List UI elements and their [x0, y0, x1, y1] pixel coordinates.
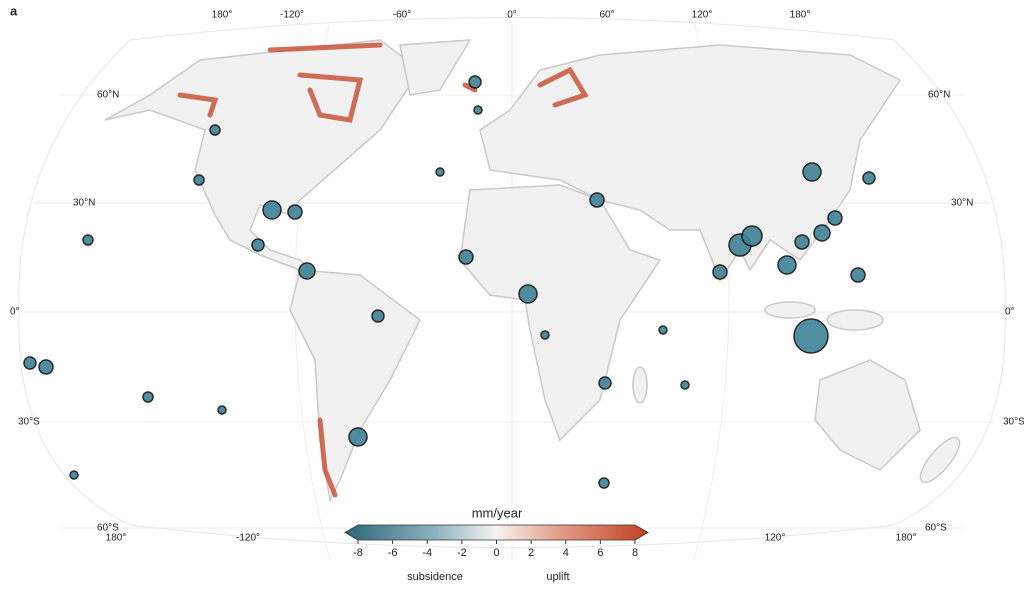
uplift-coasts — [177, 42, 589, 498]
site-marker — [813, 224, 831, 242]
colorbar-title: mm/year — [472, 505, 523, 520]
graticule-label: 60°S — [97, 523, 119, 534]
graticule-label: 30°N — [951, 198, 973, 209]
graticule-label: 180° — [790, 10, 811, 21]
site-marker — [589, 192, 605, 208]
site-marker — [598, 376, 612, 390]
site-marker — [82, 234, 94, 246]
site-marker — [658, 325, 668, 335]
site-marker — [298, 262, 316, 280]
colorbar-tick-label: -8 — [353, 547, 363, 559]
colorbar-tick-label: -4 — [422, 547, 432, 559]
site-marker — [287, 204, 303, 220]
site-marker — [862, 171, 876, 185]
site-marker — [193, 174, 205, 186]
new-zealand — [919, 436, 961, 484]
graticule-label: 60°N — [928, 90, 950, 101]
graticule-label: -60° — [393, 10, 411, 21]
graticule-label: -120° — [280, 10, 304, 21]
site-marker — [262, 200, 282, 220]
colorbar: mm/year subsidence uplift -8 -6 -4 -2 0 2 4 6 8 — [344, 505, 649, 583]
colorbar-low-label: subsidence — [407, 571, 463, 583]
site-marker — [473, 105, 483, 115]
site-marker — [712, 264, 728, 280]
sites — [23, 75, 876, 489]
graticule-label: 180° — [896, 533, 917, 544]
site-marker — [680, 380, 690, 390]
graticule-label: 30°S — [18, 417, 40, 428]
site-marker — [540, 330, 550, 340]
colorbar-tick-label: -6 — [388, 547, 398, 559]
colorbar-tick-label: 0 — [493, 547, 499, 559]
site-marker — [741, 225, 763, 247]
site-marker — [435, 167, 445, 177]
graticule-label: 30°S — [1003, 417, 1024, 428]
site-marker — [371, 309, 385, 323]
graticule-label: 0° — [507, 10, 517, 21]
site-marker — [142, 391, 154, 403]
site-marker — [468, 75, 482, 89]
graticule-label: 30°N — [73, 198, 95, 209]
graticule-label: 60°N — [97, 90, 119, 101]
site-marker — [827, 210, 843, 226]
site-marker — [217, 405, 227, 415]
site-marker — [251, 238, 265, 252]
indonesia — [764, 301, 816, 319]
graticule-label: 180° — [212, 10, 233, 21]
site-marker — [518, 284, 538, 304]
site-marker — [802, 162, 822, 182]
graticule-label: 60°S — [925, 523, 947, 534]
colorbar-high-label: uplift — [546, 571, 569, 583]
colorbar-tick-label: 2 — [528, 547, 534, 559]
colorbar-bar — [344, 524, 649, 541]
basemap — [18, 15, 1006, 561]
site-marker — [458, 249, 474, 265]
greenland — [399, 39, 472, 96]
panel-label: a — [10, 3, 18, 18]
graticule-label: -120° — [236, 533, 260, 544]
colorbar-tick-label: 4 — [563, 547, 569, 559]
new-guinea — [826, 309, 884, 331]
graticule-label: 0° — [10, 307, 20, 318]
site-marker — [794, 234, 810, 250]
madagascar — [632, 366, 648, 404]
site-marker — [38, 359, 54, 375]
site-marker — [348, 427, 368, 447]
colorbar-tick-label: -2 — [457, 547, 467, 559]
site-marker — [69, 470, 79, 480]
australia — [814, 359, 921, 471]
site-marker — [209, 124, 221, 136]
site-marker — [777, 255, 797, 275]
graticule-label: 120° — [692, 10, 713, 21]
site-marker — [23, 356, 37, 370]
graticule-label: 180° — [106, 533, 127, 544]
site-marker — [598, 477, 610, 489]
graticule-label: 120° — [765, 533, 786, 544]
graticule-label: 60° — [599, 10, 614, 21]
site-marker — [793, 318, 829, 354]
africa — [459, 184, 662, 442]
colorbar-tick-label: 6 — [597, 547, 603, 559]
colorbar-tick-label: 8 — [632, 547, 638, 559]
graticule-label: 0° — [1005, 307, 1015, 318]
site-marker — [850, 267, 866, 283]
